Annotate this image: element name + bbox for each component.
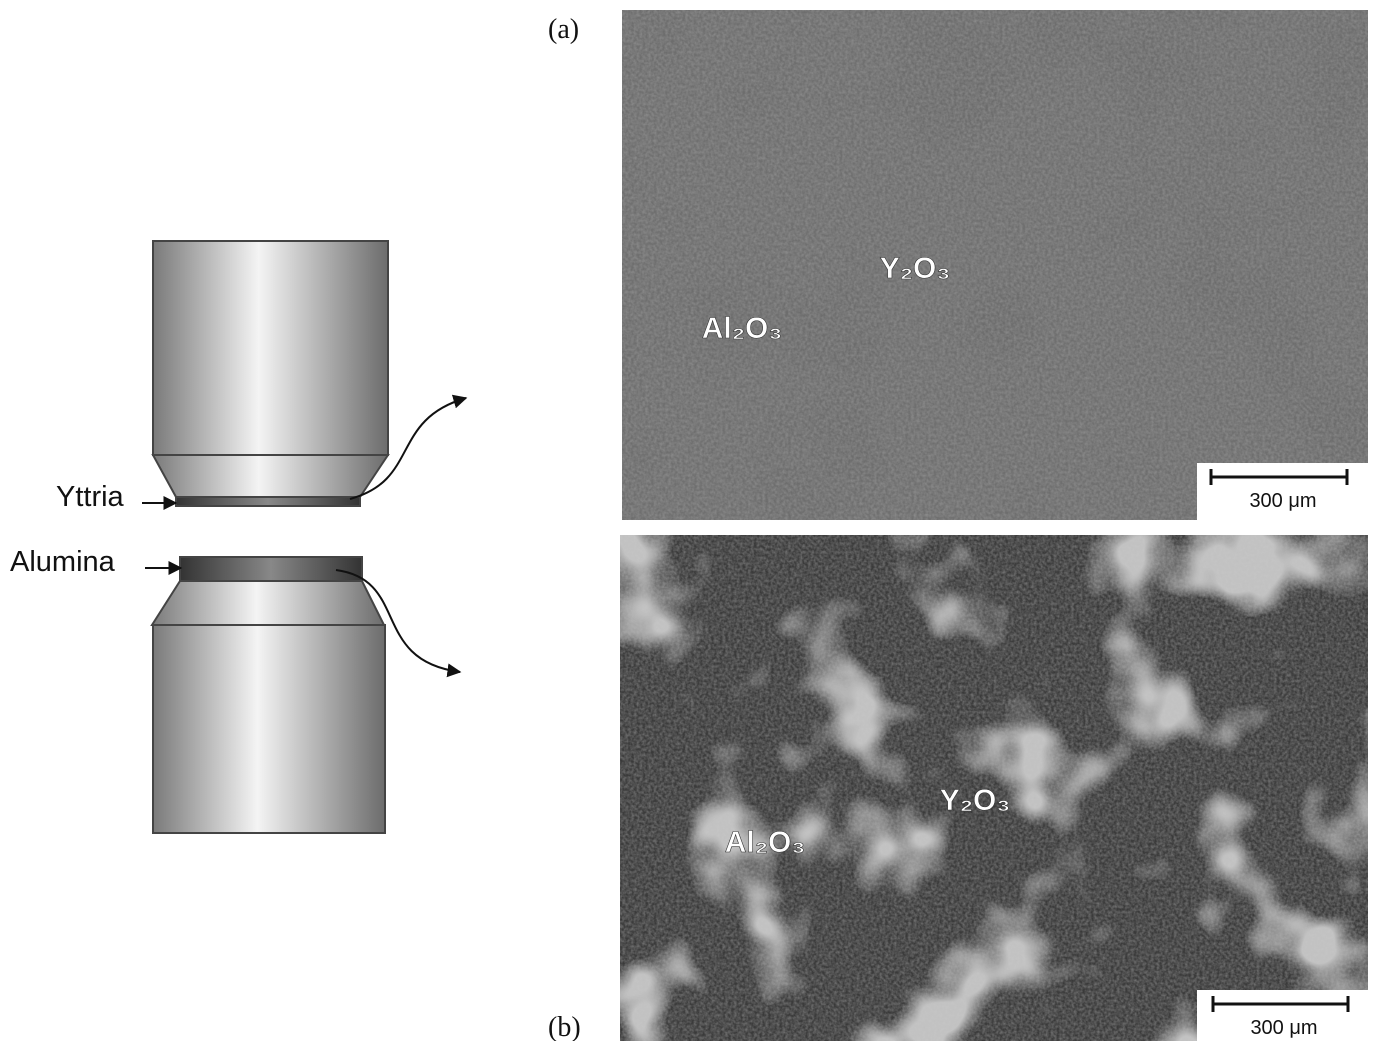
upper-cylinder (153, 241, 388, 506)
panel-tag: (b) (548, 1012, 581, 1041)
yttria-label: Yttria (56, 481, 125, 513)
figure: Yttria Alumina 300 μm Y₂O₃ Al₂O₃ (a) 300… (0, 0, 1375, 1041)
scale-bar-label: 300 μm (1250, 1017, 1317, 1039)
alumina-label: Alumina (10, 546, 116, 578)
phase-label: Al₂O₃ (702, 312, 783, 345)
phase-label: Y₂O₃ (940, 784, 1011, 817)
phase-label: Y₂O₃ (880, 252, 951, 285)
scale-bar-label: 300 μm (1249, 490, 1316, 512)
lower-cylinder (152, 557, 385, 833)
panel-tag: (a) (548, 14, 579, 45)
phase-label: Al₂O₃ (725, 826, 806, 859)
sem-image-a (622, 10, 1368, 520)
